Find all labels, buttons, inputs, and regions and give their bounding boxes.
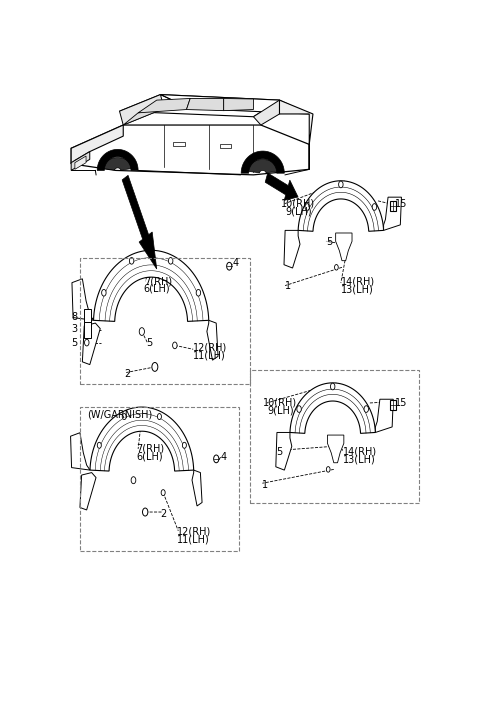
Text: 4: 4 (221, 452, 227, 462)
Polygon shape (279, 100, 313, 170)
Text: 12(RH): 12(RH) (193, 342, 228, 352)
Polygon shape (123, 107, 164, 125)
Polygon shape (265, 173, 298, 201)
Text: 14(RH): 14(RH) (341, 276, 375, 286)
Text: 10(RH): 10(RH) (263, 398, 297, 408)
Circle shape (364, 406, 369, 413)
Text: 5: 5 (71, 338, 77, 347)
Text: 3: 3 (71, 324, 77, 334)
Polygon shape (71, 152, 90, 170)
Text: 4: 4 (233, 258, 239, 268)
Circle shape (326, 467, 330, 472)
Circle shape (139, 328, 144, 336)
Circle shape (305, 203, 310, 210)
Polygon shape (138, 99, 190, 113)
Text: 15: 15 (395, 398, 407, 408)
Polygon shape (72, 279, 94, 321)
Polygon shape (336, 233, 352, 261)
Circle shape (143, 508, 148, 516)
Polygon shape (122, 175, 156, 269)
Polygon shape (375, 399, 393, 432)
Polygon shape (384, 197, 401, 230)
Text: 1: 1 (285, 280, 291, 290)
Polygon shape (327, 435, 344, 463)
Polygon shape (186, 99, 224, 111)
Text: 12(RH): 12(RH) (177, 526, 211, 536)
Bar (84, 309, 91, 326)
Bar (390, 400, 396, 410)
Circle shape (173, 342, 177, 349)
Polygon shape (71, 125, 309, 175)
Polygon shape (160, 95, 309, 114)
Circle shape (338, 181, 343, 188)
Polygon shape (246, 160, 279, 173)
Polygon shape (97, 150, 138, 170)
Text: (W/GARNISH): (W/GARNISH) (87, 409, 153, 419)
Polygon shape (284, 230, 300, 268)
Text: 5: 5 (276, 446, 282, 457)
Circle shape (102, 290, 106, 296)
Circle shape (214, 455, 219, 463)
Circle shape (168, 257, 173, 264)
Circle shape (97, 442, 101, 448)
Polygon shape (102, 157, 133, 170)
Text: 6(LH): 6(LH) (144, 284, 170, 294)
Text: 13(LH): 13(LH) (343, 454, 375, 464)
Polygon shape (276, 432, 292, 470)
Bar (84, 321, 91, 338)
Circle shape (297, 406, 301, 413)
Circle shape (330, 383, 335, 390)
Polygon shape (253, 100, 287, 125)
Bar (173, 142, 185, 146)
Text: 15: 15 (395, 198, 407, 209)
Circle shape (161, 490, 165, 495)
Polygon shape (120, 95, 279, 116)
Circle shape (131, 477, 136, 484)
Polygon shape (75, 156, 86, 170)
Circle shape (122, 413, 126, 420)
Polygon shape (192, 470, 202, 506)
Polygon shape (94, 250, 209, 321)
Circle shape (130, 257, 134, 264)
Text: 10(RH): 10(RH) (281, 198, 315, 209)
Text: 8: 8 (71, 311, 77, 321)
Bar (390, 201, 396, 211)
Text: 7(RH): 7(RH) (144, 276, 172, 286)
Text: 5: 5 (147, 338, 153, 347)
Text: 11(LH): 11(LH) (193, 350, 226, 360)
Text: 1: 1 (262, 480, 268, 490)
Polygon shape (83, 323, 100, 365)
Circle shape (182, 442, 186, 448)
Polygon shape (80, 472, 96, 510)
Text: 5: 5 (326, 237, 332, 247)
Text: 9(LH): 9(LH) (285, 207, 312, 217)
Text: 9(LH): 9(LH) (267, 406, 294, 416)
Text: 13(LH): 13(LH) (341, 285, 373, 295)
Circle shape (227, 262, 232, 270)
Circle shape (157, 413, 161, 420)
Polygon shape (90, 407, 194, 471)
Circle shape (152, 362, 158, 371)
Text: 2: 2 (124, 369, 131, 379)
Text: 14(RH): 14(RH) (343, 446, 377, 457)
Circle shape (84, 339, 89, 346)
Text: 2: 2 (160, 508, 167, 518)
Bar (220, 144, 231, 148)
Polygon shape (298, 180, 384, 232)
Text: 6(LH): 6(LH) (136, 452, 163, 462)
Circle shape (372, 203, 377, 210)
Polygon shape (71, 125, 123, 164)
Polygon shape (241, 151, 284, 173)
Polygon shape (120, 95, 164, 125)
Circle shape (196, 290, 201, 296)
Polygon shape (290, 383, 375, 434)
Polygon shape (224, 99, 253, 111)
Text: 11(LH): 11(LH) (177, 534, 210, 544)
Polygon shape (71, 433, 90, 470)
Circle shape (335, 265, 338, 270)
Polygon shape (207, 321, 218, 360)
Text: 7(RH): 7(RH) (136, 444, 164, 454)
